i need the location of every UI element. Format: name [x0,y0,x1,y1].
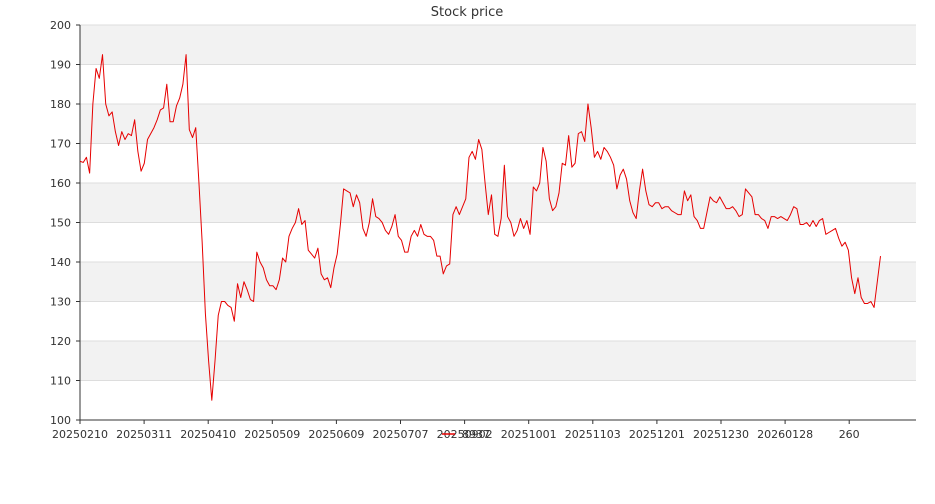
y-tick-label: 150 [50,217,71,230]
x-tick-label: 20250509 [244,428,300,441]
grid-band [80,25,916,65]
y-tick-label: 200 [50,19,71,32]
x-tick-label: 20250609 [308,428,364,441]
legend-label: 8937 [462,428,490,441]
series-layer [79,54,881,401]
y-tick-label: 190 [50,59,71,72]
y-tick-labels: 100 110 120 130 140 150 160 170 180 190 200 [50,19,80,427]
chart-title: Stock price [431,5,503,20]
y-tick-label: 160 [50,177,71,190]
y-tick-label: 120 [50,335,71,348]
background-bands [80,25,916,381]
y-tick-label: 110 [50,375,71,388]
x-tick-label: 20251001 [501,428,557,441]
y-tick-label: 140 [50,256,71,269]
grid-band [80,183,916,223]
x-tick-label: 20260128 [757,428,813,441]
x-tick-label: 260 [839,428,860,441]
x-tick-label: 20250707 [373,428,429,441]
x-tick-labels: 20250210 20250311 20250410 20250509 20250609… [52,420,860,441]
y-tick-label: 100 [50,414,71,427]
legend: 8937 [442,428,490,441]
y-tick-label: 130 [50,296,71,309]
y-tick-label: 180 [50,98,71,111]
grid-band [80,341,916,381]
series-line-8937 [79,54,881,401]
x-tick-label: 20250210 [52,428,108,441]
x-tick-label: 20250410 [180,428,236,441]
x-tick-label: 20251103 [565,428,621,441]
x-tick-label: 20251201 [629,428,685,441]
x-tick-label: 20251230 [693,428,749,441]
grid-band [80,104,916,144]
gridlines [80,24,916,421]
x-tick-label: 20250311 [116,428,172,441]
grid-band [80,262,916,302]
y-tick-label: 170 [50,138,71,151]
x-tick-label: 20250902 [437,428,493,441]
